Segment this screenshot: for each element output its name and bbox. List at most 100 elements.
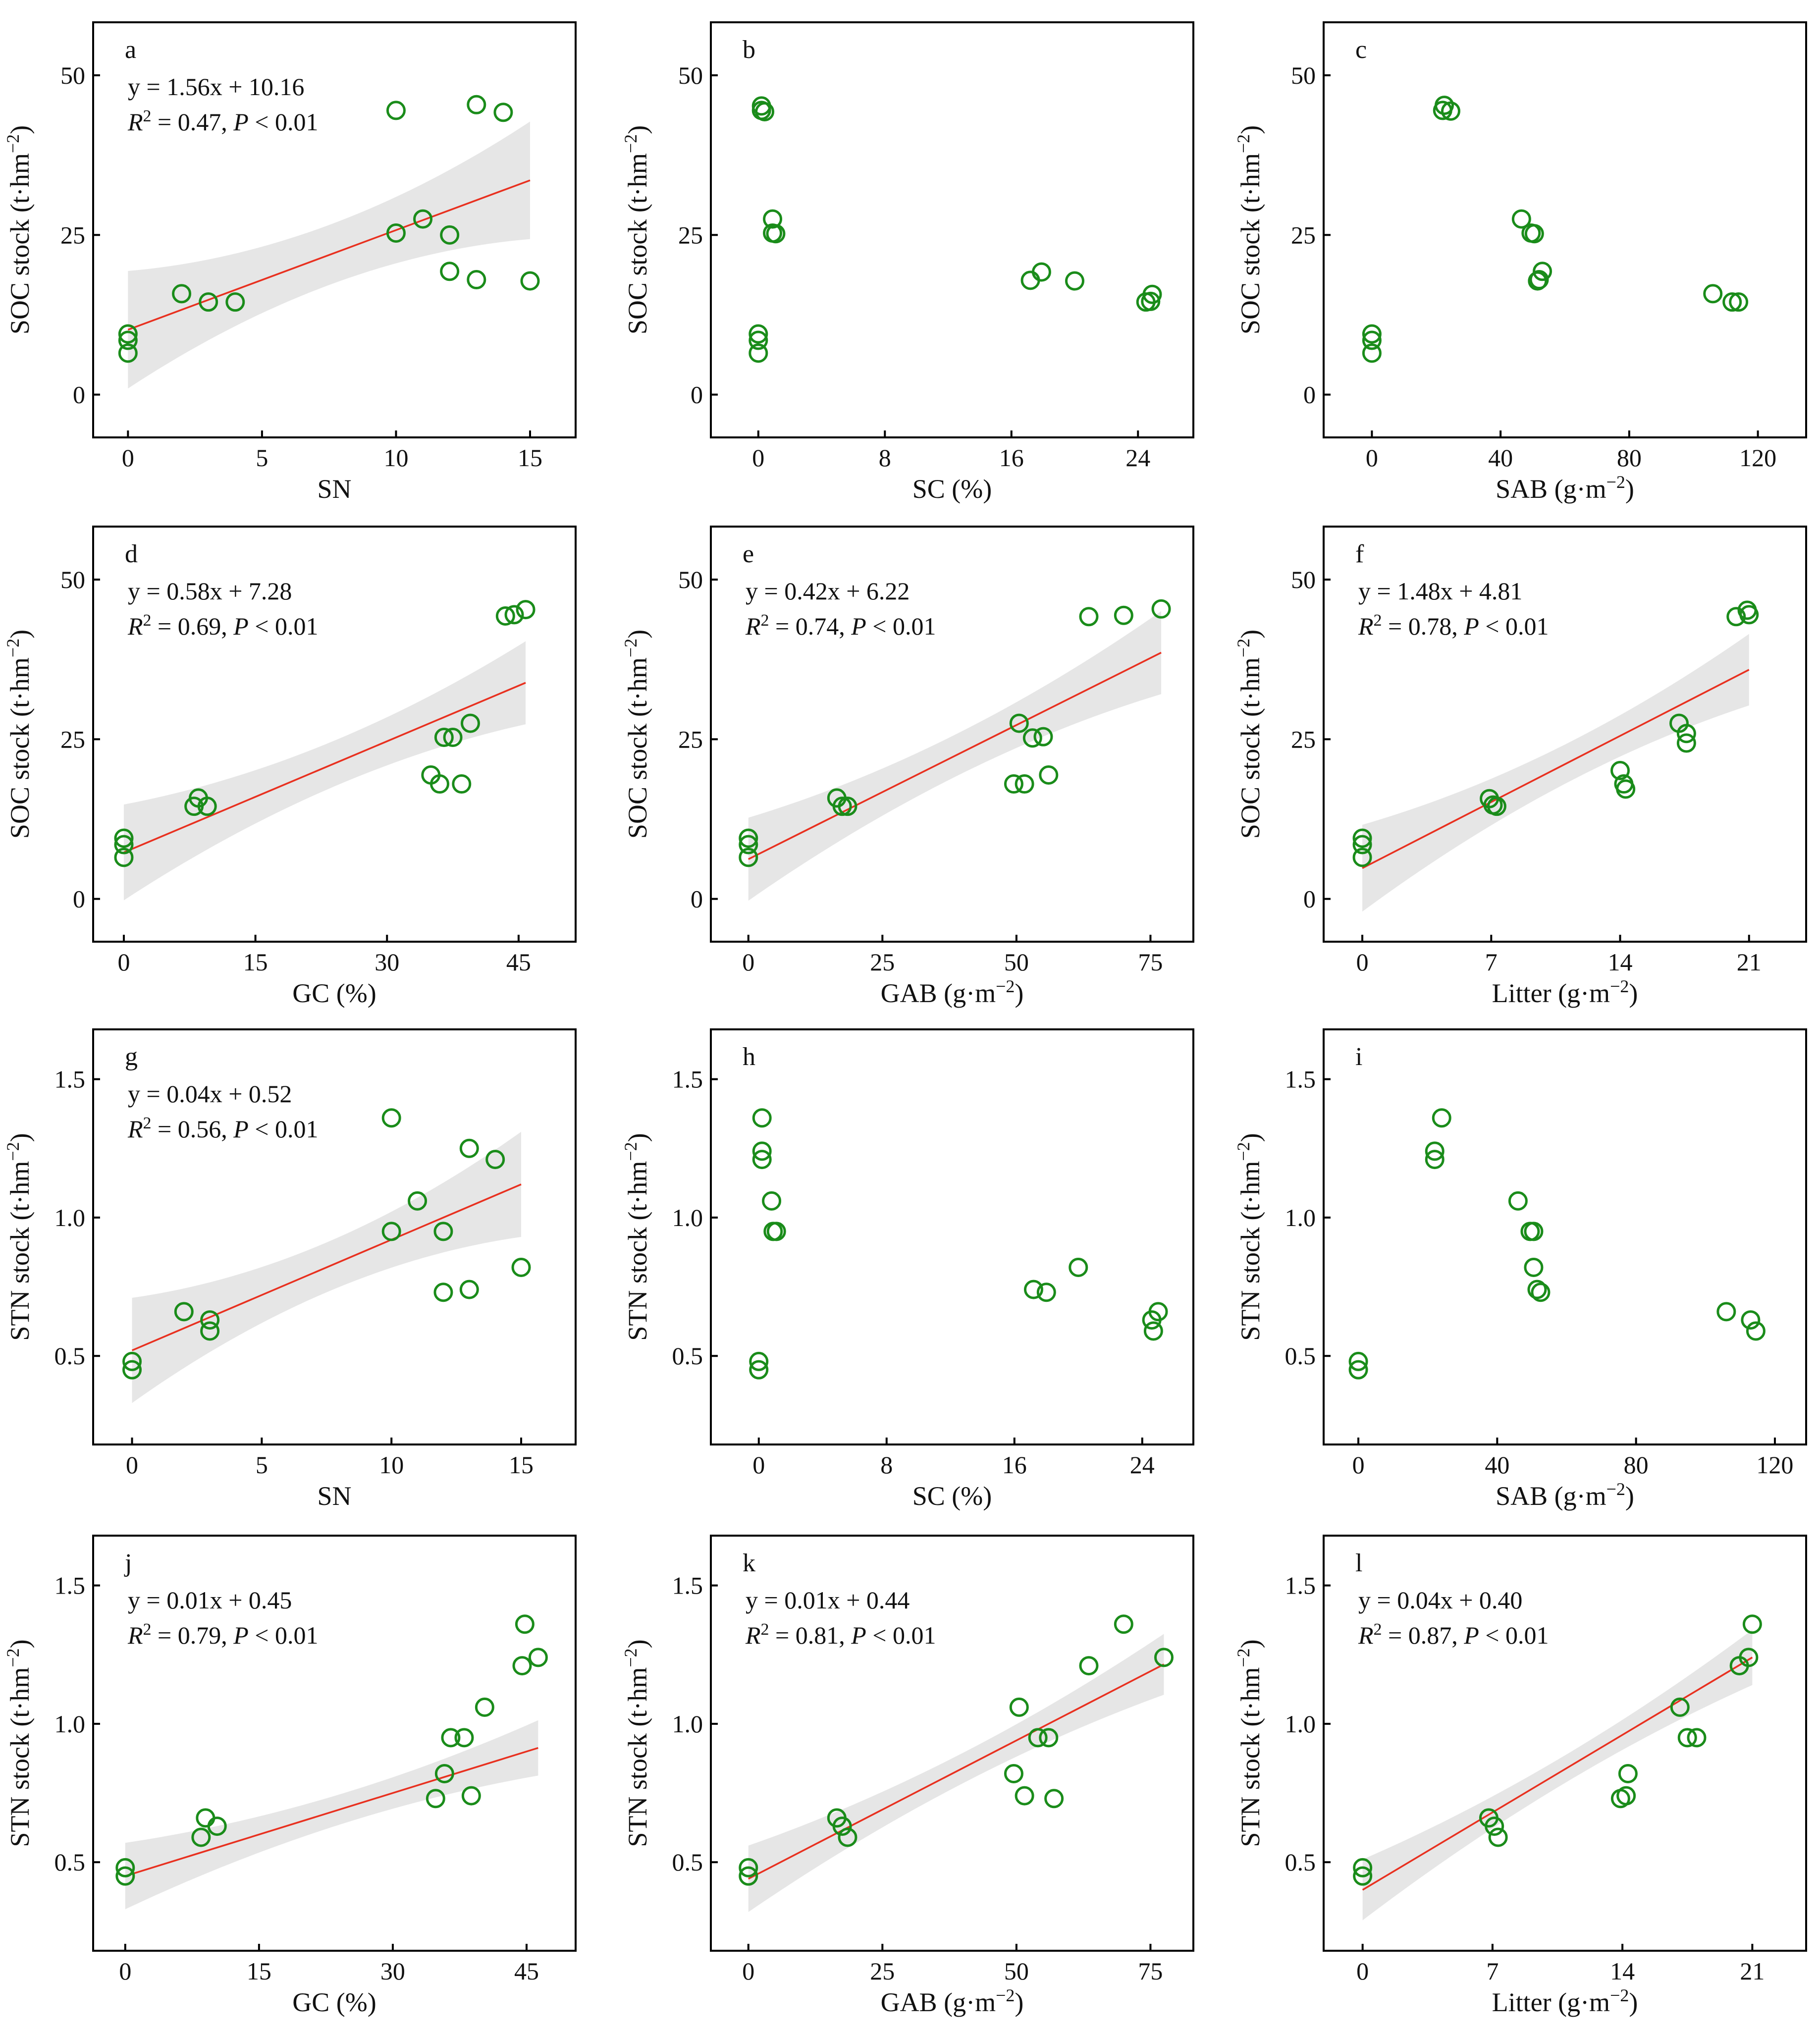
data-point [1079,1656,1099,1676]
x-tick-label: 14 [1610,1957,1635,1985]
x-axis-label: SN [317,474,351,504]
data-point [443,727,463,747]
data-point [1524,1257,1544,1277]
data-point [115,1858,135,1877]
data-point [434,727,454,747]
x-tick-label: 40 [1488,444,1513,472]
data-point [1511,209,1531,229]
data-point [191,1827,211,1847]
data-point [1529,270,1549,290]
y-tick-label: 50 [60,566,85,593]
x-tick-label: 40 [1485,1451,1509,1479]
x-tick-label: 21 [1737,948,1762,976]
y-tick-label: 25 [1291,221,1316,249]
panel-l: 0 7 14 21 0.5 1.0 1.5 Litter (g·m−2) STN stock (… [1233,1535,1807,2017]
data-point [749,324,768,344]
plot-frame [92,1535,577,1952]
data-point [440,225,460,245]
confidence-band [748,1634,1164,1912]
regression-equation: y = 1.48x + 4.81 [1358,577,1522,605]
data-point [1670,1697,1690,1717]
data-point [1527,1280,1547,1299]
y-tick-label: 0.5 [1285,1848,1316,1876]
data-point [1020,270,1040,290]
fit-line [748,651,1162,860]
y-axis-label: SOC stock (t·hm−2) [621,630,652,839]
x-tick-label: 30 [375,948,399,976]
data-point [1487,797,1506,816]
y-tick-label: 25 [1291,725,1316,753]
data-point [766,1222,786,1241]
x-tick-label: 0 [1366,444,1378,472]
y-tick-label: 50 [1291,566,1316,593]
data-point [459,1138,479,1158]
data-point [1031,262,1051,282]
y-tick-label: 25 [60,221,85,249]
plot-frame [1323,21,1807,438]
x-tick-label: 7 [1486,1957,1499,1985]
y-tick-label: 0 [1303,381,1316,409]
data-point [832,1817,852,1836]
x-axis-label: SC (%) [912,474,992,504]
x-axis-label: Litter (g·m−2) [1492,1985,1638,2017]
x-axis-label: SN [317,1481,351,1511]
data-point [1023,1280,1043,1299]
x-tick-label: 0 [752,1451,765,1479]
data-point [1353,1858,1373,1877]
data-point [1742,1614,1762,1634]
panel-a: 0 5 10 15 0 25 50 SN SOC stock (t·hm−2) a y = 1.56… [3,21,577,504]
data-point [1362,343,1382,363]
data-point [1069,1257,1088,1277]
y-axis-label: STN stock (t·hm−2) [1233,1133,1265,1340]
y-tick-label: 1.5 [54,1572,86,1600]
regression-stats: R2 = 0.79, P < 0.01 [127,1620,319,1650]
y-tick-label: 0.5 [54,1342,86,1370]
panel-letter: g [125,1043,138,1071]
y-axis-label: STN stock (t·hm−2) [621,1133,652,1340]
plot-frame [1323,1535,1807,1952]
x-tick-label: 80 [1617,444,1642,472]
data-point [1009,1697,1029,1717]
data-point [1741,1310,1761,1330]
y-tick-label: 50 [60,61,85,89]
y-tick-label: 0.5 [54,1848,86,1876]
regression-equation: y = 1.56x + 10.16 [128,73,304,101]
data-point [118,324,138,344]
y-tick-label: 50 [678,61,703,89]
panel-letter: k [743,1549,755,1577]
x-tick-label: 25 [870,1957,895,1985]
data-point [461,1786,481,1806]
data-point [1531,1283,1551,1302]
x-tick-label: 14 [1608,948,1633,976]
data-point [1746,1321,1766,1341]
data-point [440,262,460,281]
data-point [426,1789,445,1809]
x-tick-label: 8 [880,1451,893,1479]
x-tick-label: 0 [119,1957,131,1985]
data-point [1676,724,1696,744]
y-tick-label: 1.5 [1285,1066,1316,1093]
x-tick-label: 24 [1125,444,1150,472]
data-point [1114,1614,1133,1634]
confidence-band [125,1720,538,1910]
x-tick-label: 24 [1130,1451,1155,1479]
data-point [1441,101,1460,121]
data-point [454,1728,474,1748]
data-point [413,209,433,229]
panel-letter: d [125,540,138,568]
data-point [1524,224,1544,244]
panel-letter: e [743,540,754,568]
data-point [1353,1866,1373,1886]
data-point [515,1614,535,1634]
data-point [225,292,245,312]
data-point [1028,1728,1048,1748]
plot-frame [1323,526,1807,943]
y-axis-label: SOC stock (t·hm−2) [1233,125,1265,334]
data-point [1716,1302,1736,1322]
x-tick-label: 120 [1739,444,1776,472]
plot-frame [710,21,1194,438]
data-point [386,101,406,120]
data-point [1610,760,1630,780]
data-point [1114,605,1133,625]
x-tick-label: 5 [256,444,268,472]
